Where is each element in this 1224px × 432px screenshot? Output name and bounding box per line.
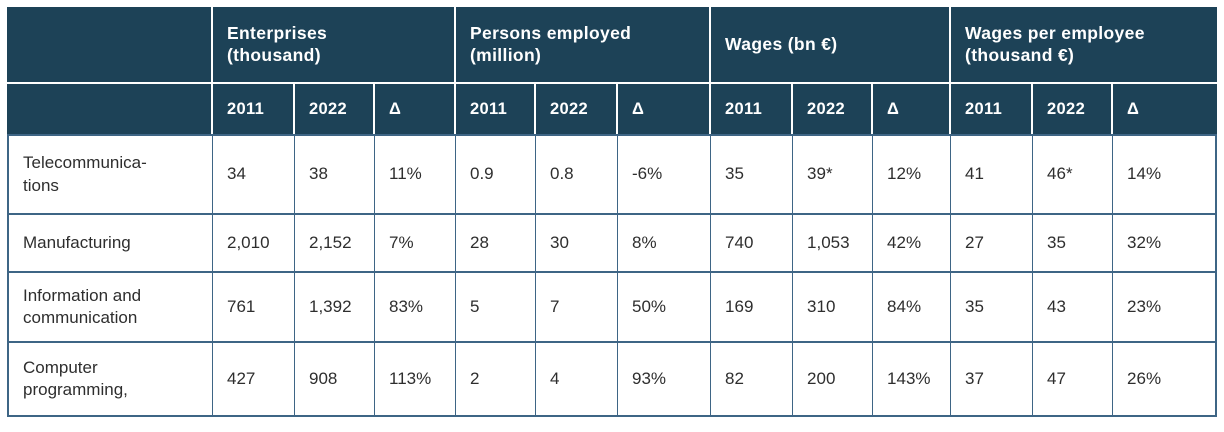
table-cell: 27: [951, 215, 1034, 273]
table-cell: 23%: [1113, 273, 1218, 343]
sub-header-row: 2011 2022 Δ 2011 2022 Δ 2011 2022 Δ 2011…: [7, 84, 1218, 134]
table-cell: 82: [711, 343, 794, 417]
year-header-2011: 2011: [951, 84, 1034, 134]
table-cell: 310: [793, 273, 874, 343]
group-header-persons-employed: Persons employed (million): [456, 7, 712, 84]
delta-header: Δ: [1113, 84, 1218, 134]
table-cell: 427: [213, 343, 295, 417]
table-cell: 11%: [375, 134, 456, 215]
table-cell: 5: [456, 273, 536, 343]
table-cell: 169: [711, 273, 794, 343]
table-header: Enterprises (thousand) Persons employed …: [7, 7, 1218, 134]
table-cell: 46*: [1033, 134, 1114, 215]
group-header-wages: Wages (bn €): [711, 7, 952, 84]
table-cell: 42%: [873, 215, 952, 273]
delta-header: Δ: [618, 84, 712, 134]
delta-header: Δ: [873, 84, 952, 134]
corner-subheader-cell: [7, 84, 213, 134]
table-cell: 14%: [1113, 134, 1218, 215]
table-cell: 7%: [375, 215, 456, 273]
table-row-telecommunications: Telecommunica- tions 34 38 11% 0.9 0.8 -…: [7, 134, 1218, 215]
year-header-2011: 2011: [711, 84, 794, 134]
row-label-information-communication: Information and communication: [7, 273, 213, 343]
group-header-enterprises: Enterprises (thousand): [213, 7, 456, 84]
table-row-computer-programming: Computer programming, 427 908 113% 2 4 9…: [7, 343, 1218, 417]
delta-header: Δ: [375, 84, 456, 134]
year-header-2022: 2022: [295, 84, 375, 134]
table-cell: 35: [1033, 215, 1114, 273]
row-label-manufacturing: Manufacturing: [7, 215, 213, 273]
table-cell: 2,010: [213, 215, 295, 273]
year-header-2022: 2022: [793, 84, 874, 134]
table-row-information-communication: Information and communication 761 1,392 …: [7, 273, 1218, 343]
table-cell: 200: [793, 343, 874, 417]
table-cell: 761: [213, 273, 295, 343]
statistics-table: Enterprises (thousand) Persons employed …: [7, 7, 1218, 417]
table-cell: 35: [951, 273, 1034, 343]
table-cell: 47: [1033, 343, 1114, 417]
row-label-telecommunications: Telecommunica- tions: [7, 134, 213, 215]
table-cell: 7: [536, 273, 618, 343]
table-cell: 26%: [1113, 343, 1218, 417]
table-cell: 4: [536, 343, 618, 417]
table-row-manufacturing: Manufacturing 2,010 2,152 7% 28 30 8% 74…: [7, 215, 1218, 273]
table-cell: 740: [711, 215, 794, 273]
table-cell: 38: [295, 134, 375, 215]
table-cell: 84%: [873, 273, 952, 343]
row-label-computer-programming: Computer programming,: [7, 343, 213, 417]
table-cell: 2,152: [295, 215, 375, 273]
year-header-2022: 2022: [1033, 84, 1114, 134]
table-cell: 12%: [873, 134, 952, 215]
table-cell: 2: [456, 343, 536, 417]
table-cell: 1,053: [793, 215, 874, 273]
year-header-2011: 2011: [213, 84, 295, 134]
table-cell: 143%: [873, 343, 952, 417]
table-cell: 83%: [375, 273, 456, 343]
group-header-row: Enterprises (thousand) Persons employed …: [7, 7, 1218, 84]
year-header-2011: 2011: [456, 84, 536, 134]
table-cell: 0.9: [456, 134, 536, 215]
table-cell: 41: [951, 134, 1034, 215]
table-cell: 35: [711, 134, 794, 215]
table-cell: 28: [456, 215, 536, 273]
table-body: Telecommunica- tions 34 38 11% 0.9 0.8 -…: [7, 134, 1218, 417]
table-cell: 93%: [618, 343, 712, 417]
table-cell: -6%: [618, 134, 712, 215]
group-header-wages-per-employee: Wages per employee (thousand €): [951, 7, 1218, 84]
table-cell: 908: [295, 343, 375, 417]
table-cell: 32%: [1113, 215, 1218, 273]
table-cell: 0.8: [536, 134, 618, 215]
table-cell: 39*: [793, 134, 874, 215]
table-cell: 43: [1033, 273, 1114, 343]
table-cell: 30: [536, 215, 618, 273]
table-cell: 113%: [375, 343, 456, 417]
year-header-2022: 2022: [536, 84, 618, 134]
corner-header-cell: [7, 7, 213, 84]
table-cell: 34: [213, 134, 295, 215]
table-cell: 37: [951, 343, 1034, 417]
table-cell: 8%: [618, 215, 712, 273]
table-cell: 50%: [618, 273, 712, 343]
table-cell: 1,392: [295, 273, 375, 343]
